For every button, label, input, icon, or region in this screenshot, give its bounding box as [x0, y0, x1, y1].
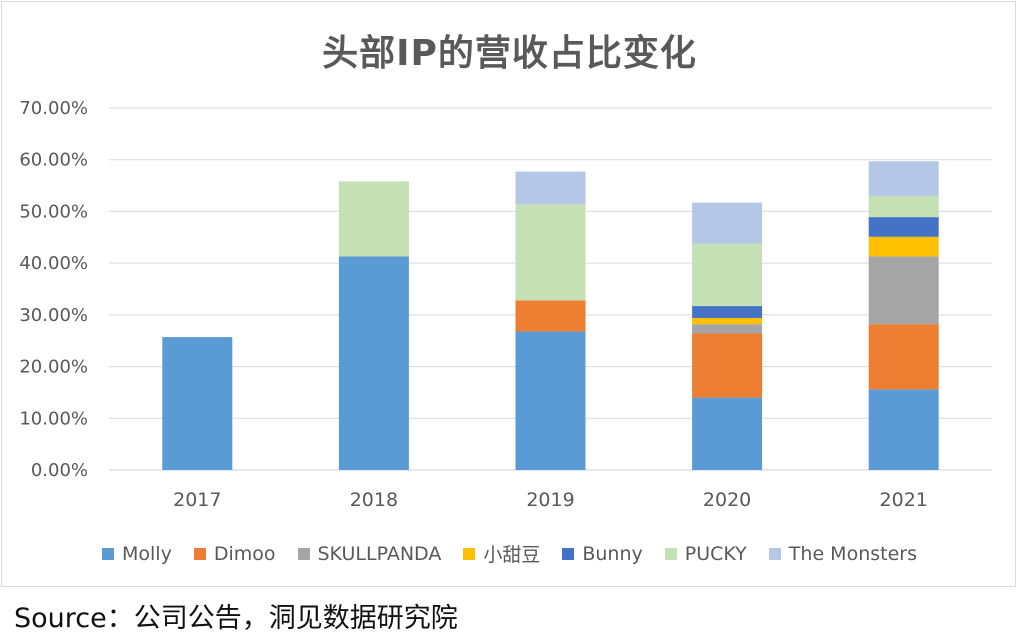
legend-label: 小甜豆: [483, 544, 541, 566]
bar-segment: [692, 317, 763, 325]
chart-legend: Molly Dimoo SKULLPANDA 小甜豆 Bunny PUCKY The Mon…: [2, 540, 1017, 567]
bar-segment: [162, 337, 233, 470]
y-tick-label: 60.00%: [19, 150, 88, 171]
bar-segment: [338, 181, 409, 257]
legend-item: Molly: [102, 540, 172, 567]
bar-segment: [692, 333, 763, 398]
y-tick-label: 40.00%: [19, 253, 88, 274]
bar-segment: [515, 300, 586, 332]
y-tick-label: 70.00%: [19, 98, 88, 119]
bar-segment: [868, 256, 939, 325]
legend-swatch: [664, 547, 677, 560]
legend-swatch: [562, 547, 575, 560]
legend-swatch: [768, 547, 781, 560]
chart-frame: 头部IP的营收占比变化 0.00% 10.00% 20.00% 30.00% 40.00…: [1, 1, 1016, 587]
y-tick-label: 50.00%: [19, 201, 88, 222]
bar-segment: [692, 243, 763, 307]
chart-title: 头部IP的营收占比变化: [322, 33, 697, 74]
x-tick-label: 2019: [526, 489, 574, 511]
bar-segment: [515, 204, 586, 301]
legend-item: The Monsters: [768, 540, 917, 567]
legend-label: Dimoo: [213, 542, 276, 565]
bar-segment: [692, 324, 763, 334]
x-tick-label: 2017: [173, 489, 221, 511]
bar-segment: [868, 236, 939, 257]
legend-item: 小甜豆: [463, 540, 540, 567]
legend-label: Bunny: [582, 542, 643, 565]
legend-label: The Monsters: [788, 542, 917, 565]
bar-segment: [868, 217, 939, 237]
legend-swatch: [297, 547, 310, 560]
y-tick-label: 10.00%: [19, 408, 88, 429]
legend-item: Bunny: [562, 540, 643, 567]
bar-segment: [515, 171, 586, 205]
legend-label: PUCKY: [684, 542, 747, 565]
legend-item: Dimoo: [193, 540, 276, 567]
legend-label: SKULLPANDA: [317, 542, 442, 565]
legend-item: PUCKY: [664, 540, 747, 567]
y-tick-label: 30.00%: [19, 305, 88, 326]
bar-segment: [692, 397, 763, 470]
x-tick-label: 2021: [880, 489, 928, 511]
bar-segment: [692, 202, 763, 244]
bar-segment: [868, 161, 939, 196]
bar-segment: [868, 195, 939, 218]
x-tick-label: 2018: [350, 489, 398, 511]
legend-label: Molly: [122, 542, 172, 565]
y-tick-label: 20.00%: [19, 357, 88, 378]
legend-swatch: [463, 547, 476, 560]
legend-item: SKULLPANDA: [297, 540, 442, 567]
x-tick-label: 2020: [703, 489, 751, 511]
legend-swatch: [102, 547, 114, 560]
bar-segment: [868, 324, 939, 390]
legend-swatch: [193, 547, 206, 560]
bar-segment: [868, 389, 939, 470]
source-note: Source：公司公告，洞见数据研究院: [14, 603, 458, 634]
chart-plot: 0.00% 10.00% 20.00% 30.00% 40.00% 50.00% 60.00…: [19, 98, 992, 511]
y-tick-label: 0.00%: [31, 460, 88, 481]
bar-segment: [338, 256, 409, 470]
bar-segment: [692, 306, 763, 318]
bar-segment: [515, 331, 586, 470]
